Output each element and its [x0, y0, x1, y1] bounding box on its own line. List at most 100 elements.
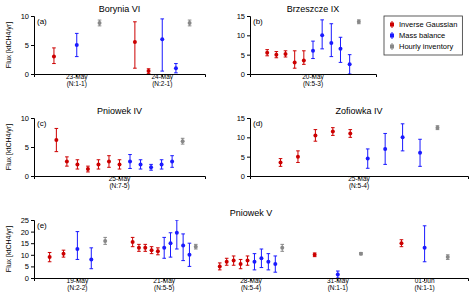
- point: [143, 246, 147, 250]
- x-tick-label: 19-May(N:2-2): [67, 277, 89, 292]
- x-tick-label: 24-May(N:2-1): [151, 73, 173, 88]
- error-cap-low: [160, 71, 164, 72]
- point: [252, 260, 256, 264]
- error-cap-low: [348, 137, 352, 138]
- x-tick-label-line: 01-Jun: [415, 277, 435, 284]
- error-cap-low: [302, 64, 306, 65]
- error-cap-high: [174, 63, 178, 64]
- error-cap-low: [232, 265, 236, 266]
- error-bar: [424, 226, 425, 262]
- y-tick-label: 10: [21, 114, 29, 123]
- x-tick-label-line: (N:5-4): [241, 284, 261, 292]
- point: [162, 246, 166, 250]
- point: [366, 157, 370, 161]
- error-cap-low: [331, 135, 335, 136]
- error-cap-high: [336, 271, 340, 272]
- point: [399, 241, 403, 245]
- error-point: [133, 22, 137, 68]
- error-cap-high: [331, 127, 335, 128]
- error-cap-low: [188, 25, 192, 26]
- error-cap-high: [55, 128, 59, 129]
- error-point: [348, 130, 352, 138]
- plot-area: [265, 20, 361, 74]
- point: [169, 241, 173, 245]
- x-tick-label: 25-May(N:5-4): [348, 175, 370, 190]
- error-cap-low: [314, 141, 318, 142]
- error-cap-high: [401, 123, 405, 124]
- error-point: [194, 244, 198, 249]
- error-cap-low: [76, 259, 80, 260]
- y-axis: 0510152025: [21, 216, 35, 283]
- y-tick-label: 25: [21, 216, 29, 225]
- y-tick-label: 0: [25, 274, 29, 283]
- error-cap-low: [48, 261, 52, 262]
- error-cap-low: [400, 246, 404, 247]
- error-cap-low: [156, 254, 160, 255]
- y-axis-title: Flux [ktCH4/yr]: [5, 22, 13, 68]
- error-point: [187, 243, 191, 266]
- point: [320, 33, 324, 37]
- x-tick: 31-May(N:1-1): [327, 277, 349, 292]
- error-cap-high: [267, 253, 271, 254]
- y-tick-mark: [247, 35, 250, 36]
- title: Pniowek IV: [97, 106, 142, 116]
- error-cap-low: [320, 48, 324, 49]
- error-point: [160, 160, 164, 169]
- error-point: [252, 254, 256, 270]
- y-tick-mark: [31, 118, 34, 119]
- x-axis: 25-May(N:7-5): [35, 175, 206, 190]
- error-cap-low: [330, 56, 334, 57]
- y-tick-label: 0: [25, 70, 29, 79]
- x-axis-line: [35, 75, 206, 78]
- error-cap-low: [133, 68, 137, 69]
- error-point: [331, 128, 335, 136]
- error-point: [160, 19, 164, 71]
- error-cap-high: [86, 166, 90, 167]
- error-point: [232, 256, 236, 265]
- panel-label: (d): [253, 119, 263, 128]
- error-cap-low: [336, 278, 340, 279]
- panel: 05101520-May(N:5-3)Brzeszcze IX(b)Invers…: [237, 4, 463, 88]
- error-point: [118, 160, 122, 169]
- error-point: [96, 160, 100, 169]
- point: [62, 252, 66, 256]
- point: [170, 160, 174, 164]
- y-tick: 0: [241, 70, 250, 79]
- error-point: [169, 233, 173, 257]
- error-cap-low: [366, 168, 370, 169]
- legend: Inverse GaussianMass balanceHourly inven…: [384, 16, 462, 55]
- point: [156, 249, 160, 253]
- panel: 051015202519-May(N:2-2)21-May(N:5-5)28-M…: [5, 208, 469, 292]
- x-tick-label-line: (N:5-5): [154, 284, 174, 292]
- error-cap-low: [181, 260, 185, 261]
- point: [338, 47, 342, 51]
- point: [137, 246, 141, 250]
- point: [259, 256, 263, 260]
- error-cap-low: [348, 74, 352, 75]
- error-cap-low: [339, 62, 343, 63]
- point: [311, 49, 315, 53]
- y-tick: 20: [21, 228, 34, 237]
- y-tick-mark: [31, 243, 34, 244]
- error-cap-low: [311, 58, 315, 59]
- x-tick: 25-May(N:5-4): [348, 175, 370, 190]
- error-cap-high: [89, 247, 93, 248]
- error-cap-high: [260, 249, 264, 250]
- x-tick: 25-May(N:7-5): [109, 175, 131, 190]
- error-cap-high: [339, 37, 343, 38]
- point: [359, 252, 363, 256]
- error-cap-low: [86, 171, 90, 172]
- panel-label: (a): [37, 17, 47, 26]
- error-point: [336, 271, 340, 278]
- error-cap-high: [265, 49, 269, 50]
- point: [139, 162, 143, 166]
- error-cap-low: [260, 267, 264, 268]
- y-tick: 10: [21, 114, 34, 123]
- error-cap-low: [149, 170, 153, 171]
- error-cap-low: [170, 167, 174, 168]
- point: [133, 40, 137, 44]
- y-tick-label: 5: [25, 262, 29, 271]
- error-cap-low: [107, 167, 111, 168]
- title: Zofiowka IV: [335, 106, 382, 116]
- point: [293, 60, 297, 64]
